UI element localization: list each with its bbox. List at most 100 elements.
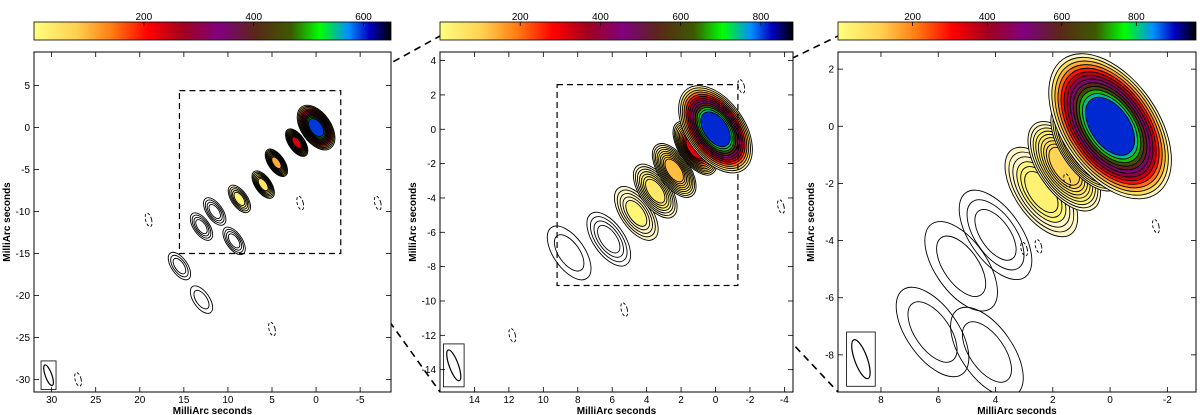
negative-contour bbox=[1034, 239, 1043, 254]
contour-level bbox=[191, 214, 212, 239]
colorbar-tick-label: 400 bbox=[979, 12, 996, 23]
contour-level bbox=[700, 111, 731, 148]
x-tick-label: 6 bbox=[935, 395, 941, 406]
y-tick-label: 2 bbox=[430, 90, 436, 101]
x-tick-label: 10 bbox=[222, 395, 234, 406]
negative-contour bbox=[268, 321, 276, 337]
contour-level bbox=[167, 251, 192, 281]
contour-level bbox=[625, 200, 648, 227]
contour-level bbox=[936, 235, 987, 297]
contour-level bbox=[907, 301, 958, 363]
y-tick-label: -4 bbox=[427, 193, 436, 204]
y-tick-label: -6 bbox=[427, 228, 436, 239]
contour-level bbox=[271, 156, 282, 170]
x-tick-label: 0 bbox=[713, 395, 719, 406]
x-tick-label: 8 bbox=[878, 395, 884, 406]
y-tick-label: -30 bbox=[16, 375, 31, 386]
y-tick-label: -4 bbox=[825, 236, 834, 247]
contour-level bbox=[208, 203, 221, 220]
y-tick-label: -12 bbox=[422, 331, 437, 342]
colorbar-tick-label: 800 bbox=[1128, 12, 1145, 23]
x-tick-label: 14 bbox=[469, 395, 481, 406]
colorbar-tick-label: 600 bbox=[355, 12, 372, 23]
contour-level bbox=[974, 209, 1017, 261]
y-tick-label: 0 bbox=[430, 125, 436, 136]
y-tick-label: -8 bbox=[427, 262, 436, 273]
colorbar bbox=[837, 21, 1197, 41]
contour-level bbox=[189, 212, 214, 241]
x-tick-label: 30 bbox=[46, 395, 58, 406]
contour-level bbox=[950, 306, 1024, 392]
x-tick-label: 0 bbox=[313, 395, 319, 406]
y-tick-label: 0 bbox=[24, 123, 30, 134]
beam-box bbox=[443, 343, 465, 388]
x-tick-label: -2 bbox=[745, 395, 754, 406]
colorbar bbox=[33, 21, 392, 41]
x-tick-label: 0 bbox=[1107, 395, 1113, 406]
contour-level bbox=[966, 199, 1025, 271]
x-tick-label: 5 bbox=[269, 395, 275, 406]
x-tick-label: 25 bbox=[90, 395, 102, 406]
negative-contour bbox=[1063, 173, 1071, 188]
contour-level bbox=[193, 216, 210, 237]
contour-level bbox=[961, 321, 1012, 383]
beam-box bbox=[846, 331, 876, 387]
negative-contour bbox=[373, 195, 382, 211]
x-tick-label: 4 bbox=[993, 395, 999, 406]
zoom-box bbox=[178, 90, 342, 255]
negative-contour bbox=[620, 302, 629, 317]
x-tick-label: 4 bbox=[644, 395, 650, 406]
contour-level bbox=[195, 219, 208, 235]
zoom-box bbox=[556, 84, 739, 287]
y-axis-label: MilliArc seconds bbox=[408, 182, 419, 262]
contour-level bbox=[189, 285, 214, 314]
contour-level bbox=[1085, 96, 1136, 156]
y-tick-label: -10 bbox=[422, 296, 437, 307]
beam-ellipse bbox=[43, 364, 54, 387]
contour-level bbox=[257, 178, 269, 192]
x-tick-label: 12 bbox=[503, 395, 515, 406]
y-axis-label: MilliArc seconds bbox=[2, 182, 13, 262]
panel-core-zoom: 8 6 4 2 0 -2 2 0 -2 -4 -6 -8 MilliArc seconds MilliAr… bbox=[806, 12, 1197, 415]
contour-level bbox=[203, 197, 227, 226]
x-tick-label: 20 bbox=[134, 395, 146, 406]
plot-frame bbox=[439, 51, 794, 393]
plot-frame bbox=[33, 51, 392, 393]
contour-level bbox=[645, 178, 666, 204]
contour-level bbox=[895, 286, 970, 378]
beam-box bbox=[40, 360, 57, 390]
contour-level bbox=[226, 231, 243, 251]
panel-medium-field: 14 12 10 8 6 4 2 0 -2 -4 4 2 0 -2 -4 -6 -8 -10 -12 -14 Milli… bbox=[408, 12, 794, 415]
x-axis-label: MilliArc seconds bbox=[577, 406, 657, 415]
contour-level bbox=[224, 228, 244, 253]
x-tick-label: 2 bbox=[1050, 395, 1056, 406]
contour-level bbox=[590, 216, 628, 263]
x-axis-label: MilliArc seconds bbox=[977, 406, 1057, 415]
beam-ellipse bbox=[446, 349, 462, 382]
y-tick-label: 4 bbox=[430, 56, 436, 67]
colorbar-tick-label: 400 bbox=[245, 12, 262, 23]
negative-contour bbox=[1020, 241, 1029, 257]
x-tick-label: 10 bbox=[538, 395, 550, 406]
y-axis-label: MilliArc seconds bbox=[806, 182, 817, 262]
contour-level bbox=[206, 201, 223, 222]
y-tick-label: 2 bbox=[828, 65, 834, 76]
negative-contour bbox=[296, 195, 305, 211]
negative-contour bbox=[777, 199, 785, 214]
contour-layer bbox=[74, 104, 382, 387]
y-tick-label: -8 bbox=[825, 350, 834, 361]
colorbar-tick-label: 600 bbox=[1053, 12, 1070, 23]
contour-level bbox=[172, 257, 187, 275]
negative-contour bbox=[1152, 219, 1160, 234]
contour-level bbox=[546, 225, 592, 281]
contour-level bbox=[597, 224, 621, 254]
negative-contour bbox=[74, 372, 82, 387]
contour-level bbox=[307, 118, 325, 138]
x-tick-label: 2 bbox=[678, 395, 684, 406]
contour-level bbox=[170, 254, 189, 278]
beam-ellipse bbox=[851, 339, 871, 380]
negative-contour bbox=[508, 328, 517, 343]
y-tick-label: -14 bbox=[422, 365, 437, 376]
contour-layer bbox=[508, 79, 785, 343]
